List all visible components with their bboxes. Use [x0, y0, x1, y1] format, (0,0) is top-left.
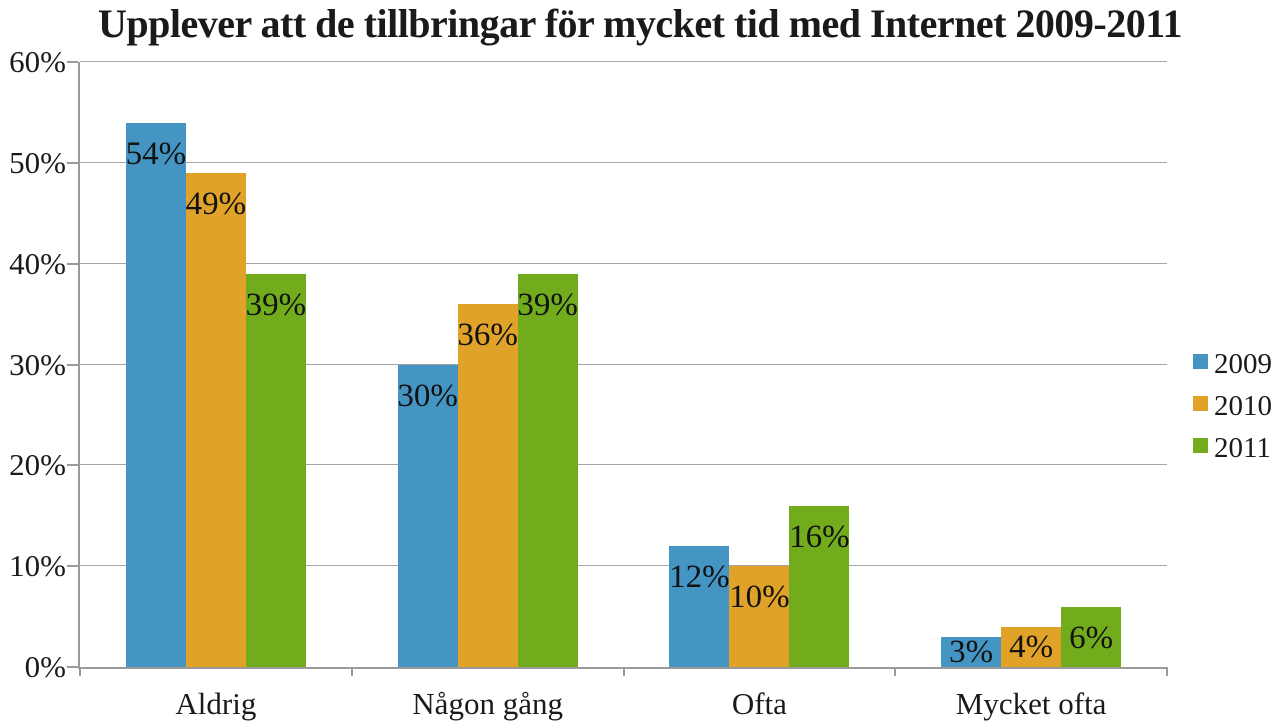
y-axis-label-10%: 10% [9, 548, 66, 584]
legend-label-2011: 2011 [1214, 432, 1271, 464]
y-axis-label-20%: 20% [9, 447, 66, 483]
x-axis-tick-1 [350, 667, 353, 676]
bar-2009-Aldrig [125, 122, 186, 667]
bar-2009-Mycket ofta [941, 636, 1002, 667]
bar-2009-Någon gång [397, 364, 458, 667]
y-axis-label-50%: 50% [9, 144, 66, 180]
y-axis-tick-0% [67, 666, 78, 668]
bar-2010-Mycket ofta [1001, 626, 1062, 667]
legend-swatch-2009 [1193, 353, 1208, 369]
y-axis-tick-40% [67, 262, 78, 265]
y-axis-tick-20% [67, 464, 78, 467]
legend: 2009 2010 2011 [1193, 348, 1272, 464]
x-axis-label-Någon gång: Någon gång [412, 686, 563, 721]
x-axis-label-Ofta: Ofta [731, 686, 787, 721]
legend-item-2009: 2009 [1193, 348, 1272, 380]
gridline-30% [80, 363, 1167, 365]
gridline-20% [80, 464, 1167, 466]
legend-swatch-2010 [1193, 395, 1208, 411]
bar-2011-Mycket ofta [1061, 606, 1122, 667]
gridline-60% [80, 61, 1167, 62]
x-axis-tick-4 [1166, 667, 1168, 676]
gridline-10% [80, 565, 1167, 567]
y-axis-label-60%: 60% [9, 44, 66, 79]
x-axis-tick-0 [79, 667, 81, 676]
legend-item-2011: 2011 [1193, 432, 1272, 464]
x-axis-tick-2 [622, 667, 625, 676]
y-axis-tick-10% [67, 565, 78, 568]
bar-2010-Ofta [729, 566, 790, 667]
plot-area: 54% 49% 39% Aldrig 30% 36% 39% Någon gång 12% 10%… [67, 61, 1168, 721]
x-axis-label-Mycket ofta: Mycket ofta [955, 686, 1107, 721]
bar-2011-Någon gång [517, 273, 578, 667]
y-axis-tick-30% [67, 363, 78, 366]
y-axis-label-0%: 0% [24, 649, 66, 684]
legend-label-2009: 2009 [1214, 348, 1272, 380]
gridline-40% [80, 262, 1167, 264]
x-axis-tick-3 [894, 667, 897, 676]
legend-label-2010: 2010 [1214, 390, 1272, 422]
y-axis-label-30%: 30% [9, 346, 66, 382]
bar-2010-Någon gång [457, 304, 518, 667]
bar-2011-Ofta [789, 505, 850, 667]
legend-swatch-2011 [1193, 437, 1208, 453]
legend-item-2010: 2010 [1193, 390, 1272, 422]
chart-title: Upplever att de tillbringar för mycket t… [97, 1, 1183, 46]
x-axis-label-Aldrig: Aldrig [175, 686, 257, 721]
y-axis-label-40%: 40% [9, 245, 66, 281]
bar-2009-Ofta [669, 546, 730, 667]
bar-2011-Aldrig [245, 273, 306, 667]
y-axis-tick-60% [67, 61, 78, 63]
gridline-50% [80, 161, 1167, 163]
y-axis-tick-50% [67, 161, 78, 164]
bar-2010-Aldrig [185, 172, 246, 667]
